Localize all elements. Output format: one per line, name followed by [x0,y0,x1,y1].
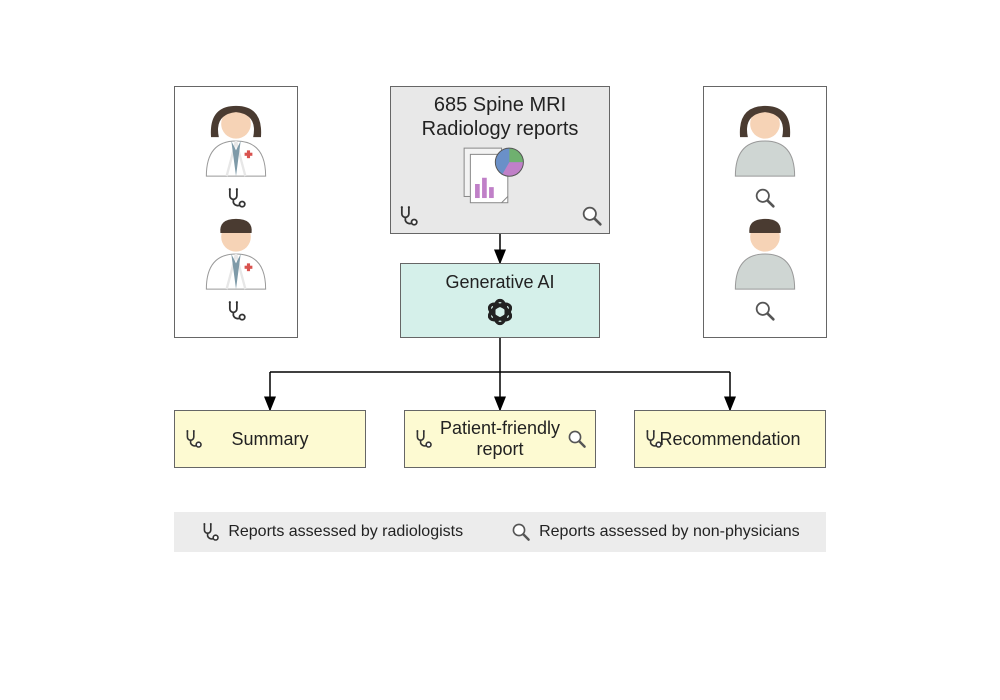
person-female [726,102,804,180]
stethoscope-icon [397,205,419,227]
diagram-canvas: 685 Spine MRI Radiology reports [0,0,1000,700]
reports-node: 685 Spine MRI Radiology reports [390,86,610,234]
stethoscope-icon [643,429,663,449]
generative-ai-node: Generative AI [400,263,600,338]
legend-text-nonphysicians: Reports assessed by non-physicians [539,523,800,541]
magnifier-icon [581,205,603,227]
doctor-male [197,215,275,293]
legend-bar: Reports assessed by radiologists Reports… [174,512,826,552]
legend-text-radiologists: Reports assessed by radiologists [228,523,463,541]
stethoscope-icon [183,429,203,449]
magnifier-icon [754,187,776,209]
stethoscope-icon [413,429,433,449]
doctor-female [197,102,275,180]
legend-item-nonphysicians: Reports assessed by non-physicians [511,522,800,542]
nonphysicians-panel [703,86,827,338]
radiologists-panel [174,86,298,338]
reports-title: 685 Spine MRI Radiology reports [422,93,579,141]
magnifier-icon [511,522,531,542]
recommendation-node: Recommendation [634,410,826,468]
summary-label: Summary [231,429,308,450]
stethoscope-icon [225,300,247,322]
patient-label: Patient-friendly report [440,418,560,459]
patient-friendly-node: Patient-friendly report [404,410,596,468]
summary-node: Summary [174,410,366,468]
legend-item-radiologists: Reports assessed by radiologists [200,522,463,542]
ai-title: Generative AI [445,272,554,293]
magnifier-icon [754,300,776,322]
person-male [726,215,804,293]
stethoscope-icon [200,522,220,542]
magnifier-icon [567,429,587,449]
stethoscope-icon [225,187,247,209]
ai-knot-icon [483,295,517,329]
documents-pie-icon [461,145,539,211]
recommendation-label: Recommendation [659,429,800,450]
